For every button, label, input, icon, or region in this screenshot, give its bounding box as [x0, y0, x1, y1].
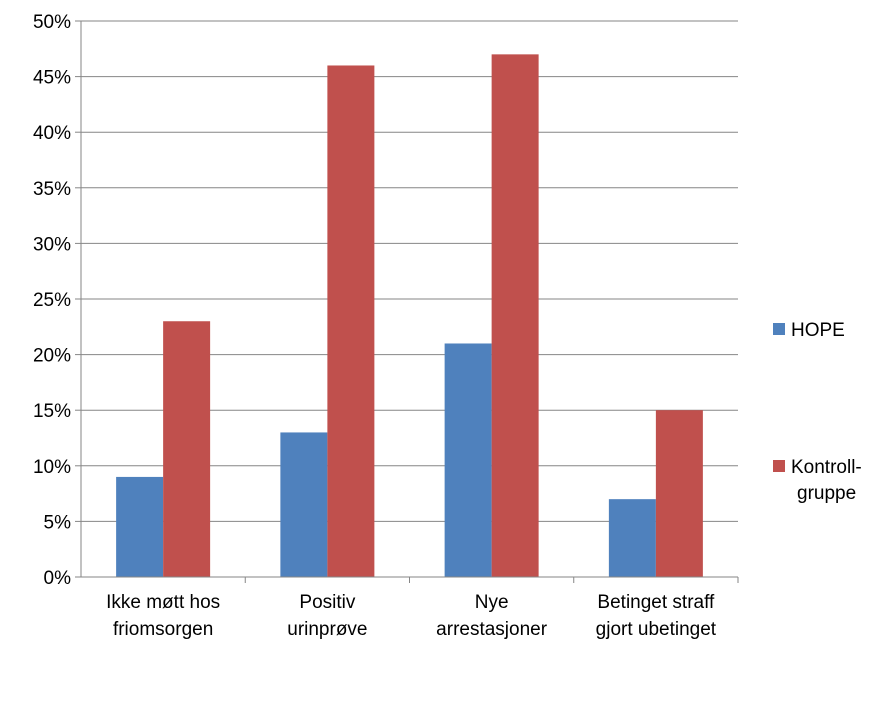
bars — [116, 54, 703, 578]
legend-label-0: HOPE — [791, 320, 845, 341]
x-tick-label: arrestasjoner — [436, 619, 548, 640]
y-tick-labels: 0% 5% 10% 15% 20% 25% 30% 35% 40% 45% 50% — [33, 12, 71, 589]
y-tick-label: 30% — [33, 234, 71, 255]
bar-0-2 — [444, 343, 492, 577]
y-tick-label: 40% — [33, 123, 71, 144]
axes — [75, 20, 739, 583]
x-tick-labels: Ikke møtt hos friomsorgen Positiv urinprøve… — [106, 592, 717, 640]
bar-1-1 — [327, 65, 375, 577]
legend-label-1: Kontroll- — [791, 457, 862, 478]
x-tick-label: friomsorgen — [113, 619, 213, 640]
y-tick-label: 20% — [33, 346, 71, 367]
bar-1-3 — [655, 410, 703, 577]
legend-label-1: gruppe — [797, 483, 856, 504]
x-tick-label: Nye — [475, 592, 509, 613]
y-tick-label: 0% — [44, 568, 72, 589]
y-tick-label: 25% — [33, 290, 71, 311]
x-tick-label: urinprøve — [287, 619, 367, 640]
x-tick-label: Positiv — [299, 592, 355, 613]
bar-1-2 — [491, 54, 539, 578]
y-tick-label: 5% — [44, 512, 72, 533]
y-tick-label: 50% — [33, 12, 71, 33]
bar-1-0 — [163, 321, 211, 577]
x-tick-label: Betinget straff — [597, 592, 715, 613]
y-tick-label: 45% — [33, 68, 71, 89]
legend-swatch-0 — [773, 323, 785, 335]
y-tick-label: 10% — [33, 457, 71, 478]
bar-0-1 — [280, 432, 328, 577]
y-tick-label: 15% — [33, 401, 71, 422]
legend-swatch-1 — [773, 460, 785, 472]
x-tick-label: Ikke møtt hos — [106, 592, 220, 613]
bar-0-3 — [608, 499, 656, 577]
y-tick-label: 35% — [33, 179, 71, 200]
legend: HOPE Kontroll-gruppe — [773, 320, 862, 504]
bar-0-0 — [116, 476, 164, 577]
x-tick-label: gjort ubetinget — [596, 619, 717, 640]
